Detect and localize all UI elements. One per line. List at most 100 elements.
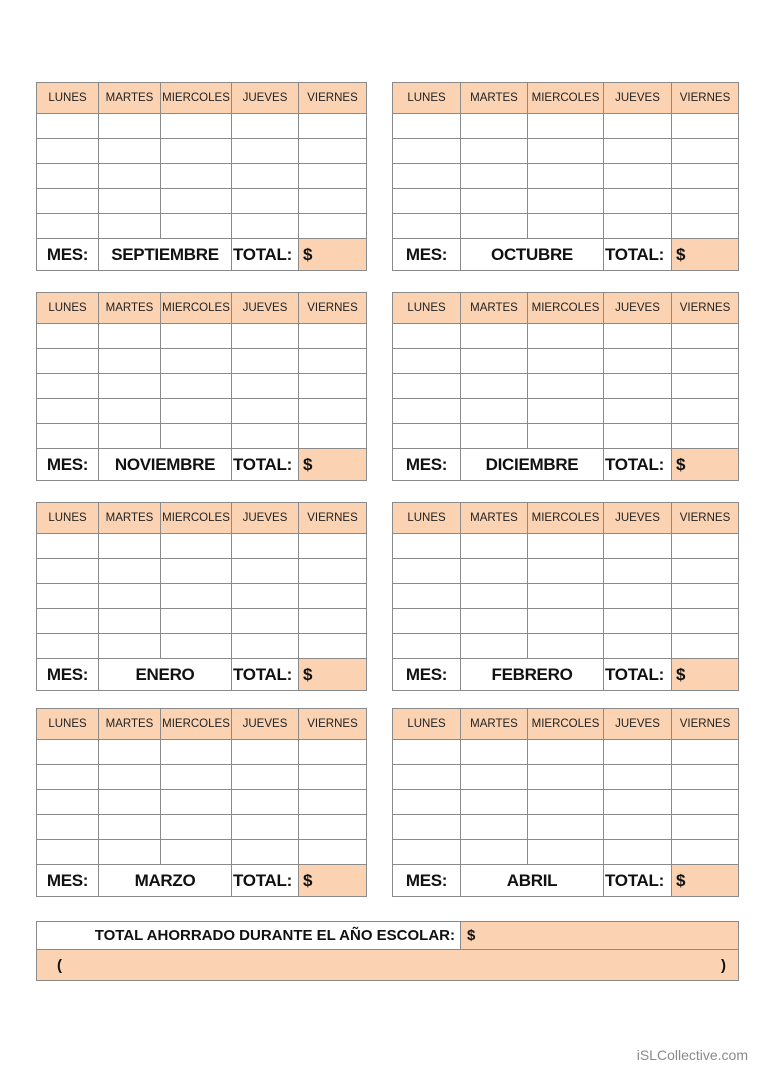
savings-cell[interactable] <box>527 348 604 374</box>
savings-cell[interactable] <box>160 608 232 634</box>
savings-cell[interactable] <box>298 764 367 790</box>
savings-cell[interactable] <box>231 633 299 659</box>
savings-cell[interactable] <box>527 789 604 815</box>
savings-cell[interactable] <box>460 138 528 164</box>
savings-cell[interactable] <box>671 398 739 424</box>
savings-cell[interactable] <box>603 373 672 399</box>
savings-cell[interactable] <box>98 814 161 840</box>
savings-cell[interactable] <box>392 213 461 239</box>
month-total-cell[interactable]: $ <box>298 658 367 691</box>
savings-cell[interactable] <box>671 764 739 790</box>
savings-cell[interactable] <box>527 608 604 634</box>
savings-cell[interactable] <box>160 348 232 374</box>
savings-cell[interactable] <box>527 583 604 609</box>
savings-cell[interactable] <box>527 138 604 164</box>
savings-cell[interactable] <box>460 764 528 790</box>
savings-cell[interactable] <box>603 533 672 559</box>
savings-cell[interactable] <box>98 113 161 139</box>
savings-cell[interactable] <box>160 398 232 424</box>
savings-cell[interactable] <box>527 373 604 399</box>
savings-cell[interactable] <box>603 839 672 865</box>
savings-cell[interactable] <box>527 398 604 424</box>
savings-cell[interactable] <box>231 213 299 239</box>
savings-cell[interactable] <box>98 398 161 424</box>
savings-cell[interactable] <box>98 373 161 399</box>
savings-cell[interactable] <box>392 814 461 840</box>
savings-cell[interactable] <box>160 113 232 139</box>
savings-cell[interactable] <box>231 323 299 349</box>
savings-cell[interactable] <box>160 163 232 189</box>
savings-cell[interactable] <box>603 814 672 840</box>
savings-cell[interactable] <box>231 739 299 765</box>
savings-cell[interactable] <box>460 558 528 584</box>
savings-cell[interactable] <box>160 423 232 449</box>
savings-cell[interactable] <box>231 814 299 840</box>
savings-cell[interactable] <box>298 423 367 449</box>
savings-cell[interactable] <box>460 113 528 139</box>
savings-cell[interactable] <box>160 739 232 765</box>
savings-cell[interactable] <box>603 423 672 449</box>
savings-cell[interactable] <box>671 839 739 865</box>
savings-cell[interactable] <box>671 138 739 164</box>
savings-cell[interactable] <box>231 188 299 214</box>
savings-cell[interactable] <box>298 558 367 584</box>
savings-cell[interactable] <box>460 213 528 239</box>
savings-cell[interactable] <box>671 633 739 659</box>
savings-cell[interactable] <box>36 789 99 815</box>
savings-cell[interactable] <box>527 188 604 214</box>
savings-cell[interactable] <box>36 113 99 139</box>
savings-cell[interactable] <box>160 373 232 399</box>
savings-cell[interactable] <box>98 633 161 659</box>
savings-cell[interactable] <box>460 839 528 865</box>
savings-cell[interactable] <box>231 583 299 609</box>
savings-cell[interactable] <box>527 814 604 840</box>
savings-cell[interactable] <box>392 163 461 189</box>
savings-cell[interactable] <box>36 839 99 865</box>
savings-cell[interactable] <box>298 138 367 164</box>
savings-cell[interactable] <box>392 583 461 609</box>
savings-cell[interactable] <box>160 558 232 584</box>
savings-cell[interactable] <box>160 839 232 865</box>
savings-cell[interactable] <box>160 323 232 349</box>
savings-cell[interactable] <box>298 188 367 214</box>
savings-cell[interactable] <box>231 608 299 634</box>
savings-cell[interactable] <box>231 163 299 189</box>
savings-cell[interactable] <box>392 398 461 424</box>
savings-cell[interactable] <box>392 423 461 449</box>
savings-cell[interactable] <box>527 558 604 584</box>
savings-cell[interactable] <box>160 138 232 164</box>
savings-cell[interactable] <box>460 423 528 449</box>
savings-cell[interactable] <box>671 188 739 214</box>
savings-cell[interactable] <box>392 373 461 399</box>
savings-cell[interactable] <box>98 583 161 609</box>
savings-cell[interactable] <box>98 789 161 815</box>
savings-cell[interactable] <box>298 839 367 865</box>
savings-cell[interactable] <box>36 213 99 239</box>
savings-cell[interactable] <box>671 113 739 139</box>
savings-cell[interactable] <box>392 138 461 164</box>
savings-cell[interactable] <box>36 188 99 214</box>
savings-cell[interactable] <box>98 213 161 239</box>
savings-cell[interactable] <box>160 213 232 239</box>
savings-cell[interactable] <box>298 213 367 239</box>
savings-cell[interactable] <box>460 789 528 815</box>
savings-cell[interactable] <box>231 373 299 399</box>
savings-cell[interactable] <box>98 739 161 765</box>
savings-cell[interactable] <box>460 163 528 189</box>
savings-cell[interactable] <box>671 423 739 449</box>
savings-cell[interactable] <box>98 558 161 584</box>
savings-cell[interactable] <box>36 323 99 349</box>
savings-cell[interactable] <box>392 789 461 815</box>
savings-cell[interactable] <box>36 764 99 790</box>
savings-cell[interactable] <box>671 348 739 374</box>
savings-cell[interactable] <box>671 739 739 765</box>
savings-cell[interactable] <box>671 608 739 634</box>
savings-cell[interactable] <box>298 789 367 815</box>
savings-cell[interactable] <box>671 789 739 815</box>
savings-cell[interactable] <box>298 814 367 840</box>
savings-cell[interactable] <box>98 533 161 559</box>
savings-cell[interactable] <box>671 558 739 584</box>
savings-cell[interactable] <box>231 764 299 790</box>
savings-cell[interactable] <box>671 213 739 239</box>
savings-cell[interactable] <box>160 583 232 609</box>
